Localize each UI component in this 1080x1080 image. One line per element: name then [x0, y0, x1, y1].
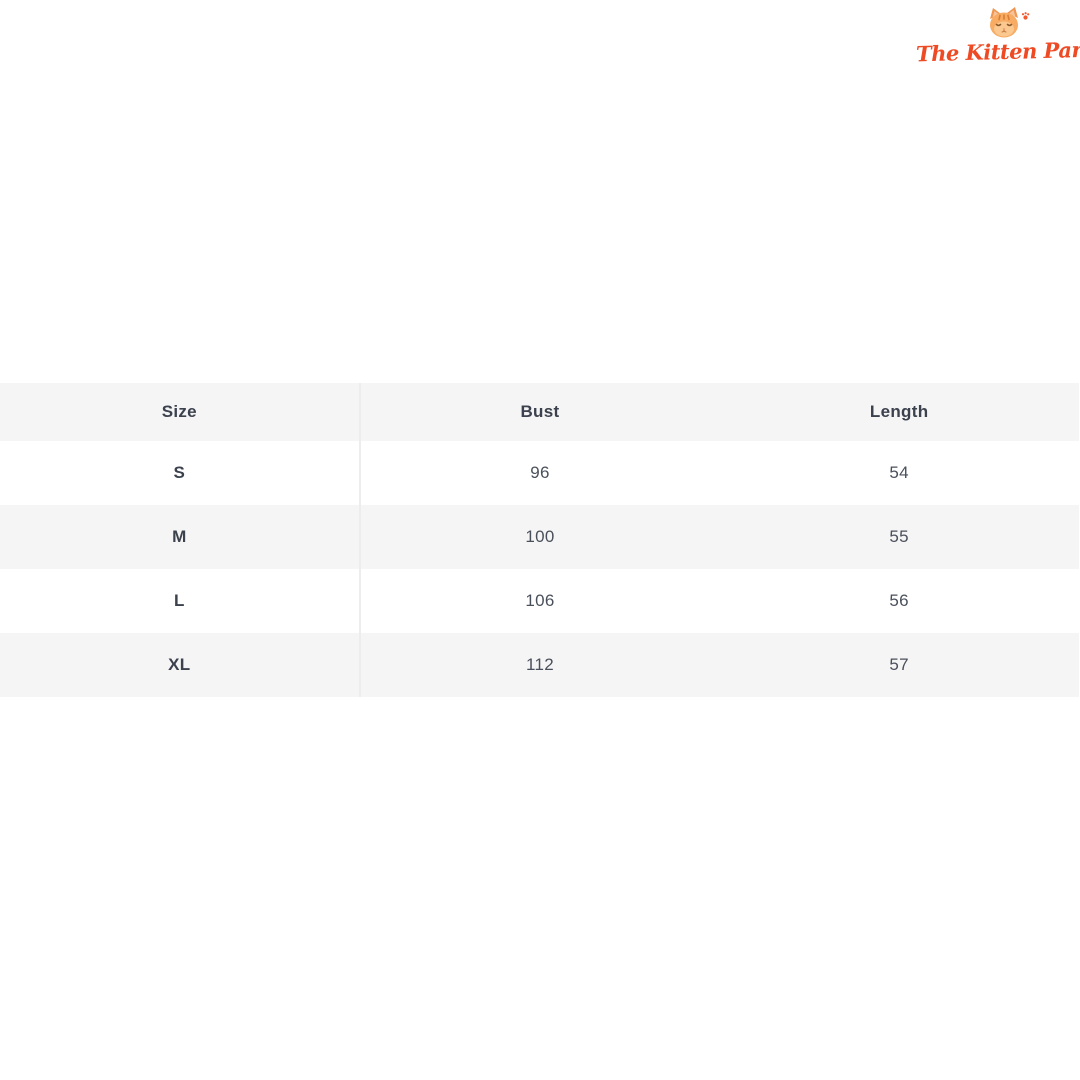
paw-print-icon	[1021, 12, 1030, 20]
table-row: XL 112 57	[0, 633, 1079, 697]
table-row: S 96 54	[0, 441, 1079, 505]
column-header-bust: Bust	[359, 383, 720, 441]
length-cell: 54	[719, 441, 1079, 505]
brand-logo: The Kitten Park	[916, 6, 1080, 66]
table-row: L 106 56	[0, 569, 1079, 633]
length-cell: 57	[719, 633, 1079, 697]
bust-cell: 100	[359, 505, 720, 569]
bust-cell: 112	[359, 633, 720, 697]
size-cell: XL	[0, 633, 361, 697]
table-row: M 100 55	[0, 505, 1079, 569]
column-header-size: Size	[0, 383, 361, 441]
length-cell: 55	[719, 505, 1079, 569]
size-chart-table: Size Bust Length S 96 54 M 100 55 L 106 …	[0, 383, 1080, 697]
header-row: Size Bust Length	[0, 383, 1079, 441]
length-cell: 56	[719, 569, 1079, 633]
bust-cell: 106	[359, 569, 720, 633]
size-cell: M	[0, 505, 361, 569]
brand-name: The Kitten Park	[915, 36, 1080, 67]
size-cell: S	[0, 441, 361, 505]
bust-cell: 96	[359, 441, 720, 505]
size-cell: L	[0, 569, 361, 633]
column-header-length: Length	[719, 383, 1079, 441]
cat-face-icon	[990, 7, 1030, 38]
